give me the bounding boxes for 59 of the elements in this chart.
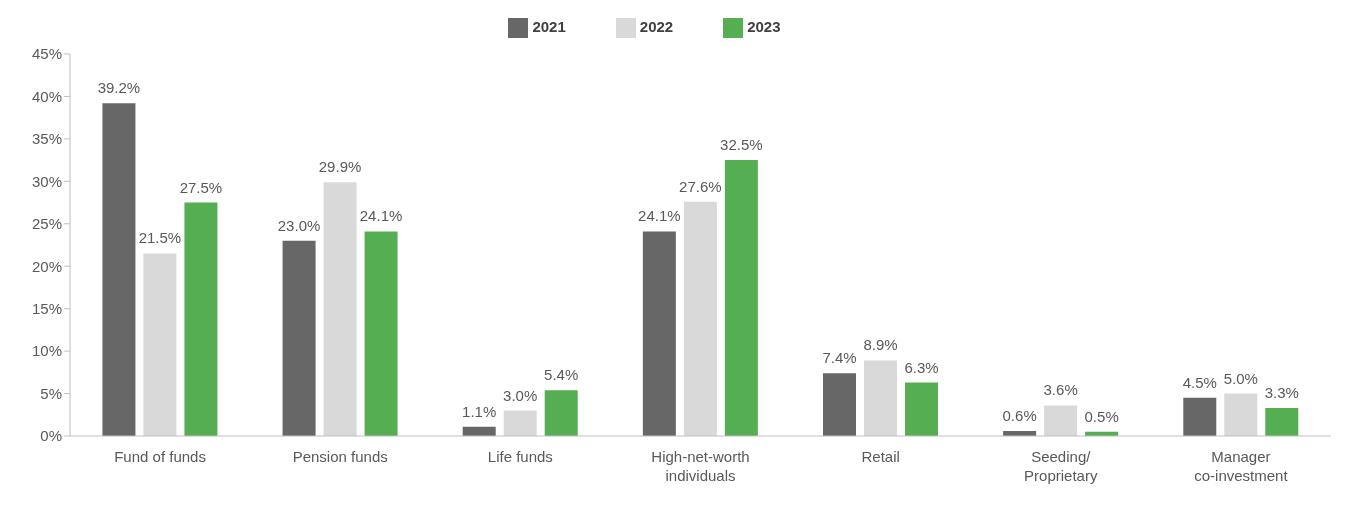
bar: [143, 253, 177, 436]
data-label: 21.5%: [138, 229, 182, 247]
x-tick-label: Retail: [861, 448, 900, 465]
bar: [364, 231, 398, 436]
bar: [1265, 407, 1299, 436]
bar: [544, 390, 578, 436]
data-label: 3.0%: [503, 386, 538, 404]
data-label: 1.1%: [462, 402, 497, 420]
x-tick-label: High-net-worth individuals: [651, 448, 750, 484]
data-label: 5.4%: [544, 366, 579, 384]
x-tick-label: Fund of funds: [114, 448, 206, 465]
y-tick-label: 5%: [40, 384, 62, 402]
bar: [102, 103, 136, 436]
x-tick-label: Life funds: [487, 448, 553, 465]
data-label: 7.4%: [822, 349, 857, 367]
data-label: 0.6%: [1002, 406, 1037, 424]
data-label: 5.0%: [1223, 369, 1258, 387]
data-label: 29.9%: [318, 158, 362, 176]
y-tick-label: 20%: [31, 257, 62, 275]
data-label: 6.3%: [904, 358, 939, 376]
bar: [864, 360, 897, 436]
bar: [1224, 393, 1258, 436]
data-label: 27.6%: [679, 177, 722, 195]
y-tick-label: 30%: [31, 172, 62, 190]
data-label: 27.5%: [179, 178, 223, 196]
legend-label: 2022: [639, 18, 674, 36]
data-label: 8.9%: [863, 336, 898, 354]
bar: [1183, 397, 1217, 436]
bar: [1044, 405, 1078, 436]
data-label: 3.6%: [1043, 381, 1078, 399]
bar: [905, 382, 938, 436]
y-tick-label: 0%: [40, 427, 62, 445]
bar: [724, 160, 758, 436]
x-tick-label: Manager co-investment: [1194, 448, 1289, 484]
y-tick-label: 35%: [31, 130, 62, 148]
x-tick-label: Pension funds: [292, 448, 388, 465]
bar: [184, 202, 218, 436]
legend-label: 2021: [532, 18, 566, 36]
legend-label: 2023: [747, 18, 781, 36]
bar: [282, 240, 316, 436]
data-label: 24.1%: [359, 207, 403, 225]
y-tick-label: 15%: [31, 299, 62, 317]
data-label: 23.0%: [277, 216, 321, 234]
data-label: 3.3%: [1264, 383, 1299, 401]
y-tick-label: 10%: [31, 342, 62, 360]
bar: [323, 182, 357, 436]
bar: [503, 410, 537, 436]
data-label: 39.2%: [97, 79, 141, 97]
y-tick-label: 25%: [31, 215, 62, 233]
data-label: 0.5%: [1084, 407, 1119, 425]
data-label: 32.5%: [720, 136, 763, 154]
data-label: 4.5%: [1182, 373, 1217, 391]
y-tick-label: 40%: [31, 87, 62, 105]
bar: [683, 201, 717, 436]
data-label: 24.1%: [638, 207, 681, 225]
x-tick-label: Seeding/ Proprietary: [1024, 448, 1098, 484]
bar: [823, 373, 856, 436]
bar: [642, 231, 676, 436]
y-tick-label: 45%: [31, 45, 62, 63]
